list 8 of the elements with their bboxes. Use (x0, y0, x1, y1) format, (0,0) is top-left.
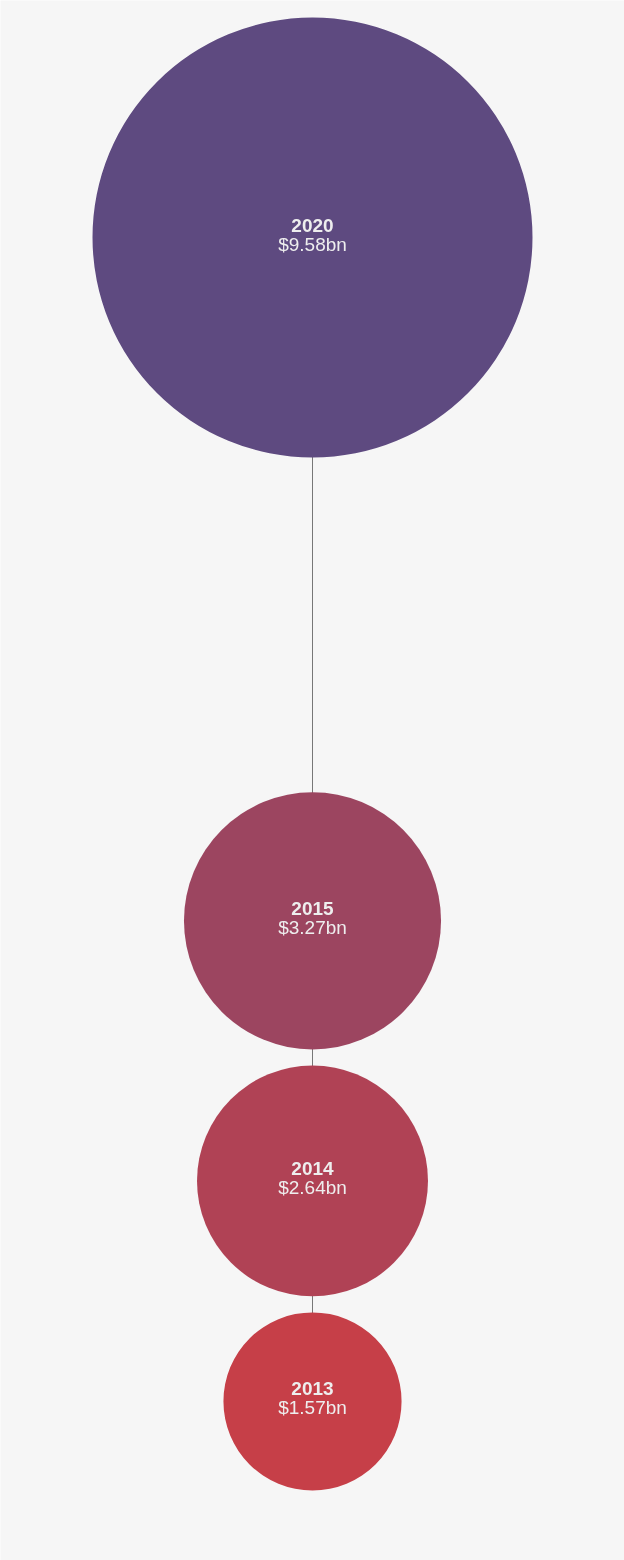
category-label: 2020 (291, 214, 334, 236)
data-label: $2.64bn (278, 1176, 347, 1198)
category-label: 2013 (291, 1378, 334, 1400)
data-label: $1.57bn (278, 1397, 347, 1419)
category-label: 2014 (291, 1157, 335, 1179)
category-label: 2015 (291, 897, 335, 919)
data-label: $3.27bn (278, 916, 347, 938)
data-label: $9.58bn (278, 233, 347, 255)
